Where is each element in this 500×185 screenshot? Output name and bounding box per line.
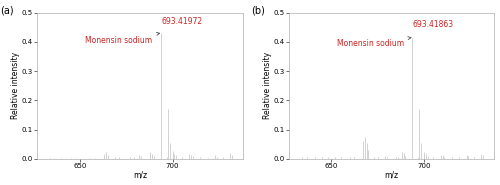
Text: 693.41972: 693.41972: [162, 17, 202, 26]
Text: 693.41863: 693.41863: [413, 20, 454, 29]
Y-axis label: Relative intensity: Relative intensity: [263, 52, 272, 119]
Text: (b): (b): [252, 5, 266, 15]
X-axis label: m/z: m/z: [133, 170, 147, 179]
Text: (a): (a): [0, 5, 14, 15]
X-axis label: m/z: m/z: [384, 170, 398, 179]
Text: Monensin sodium: Monensin sodium: [86, 32, 160, 45]
Text: Monensin sodium: Monensin sodium: [337, 37, 411, 48]
Y-axis label: Relative intensity: Relative intensity: [12, 52, 20, 119]
